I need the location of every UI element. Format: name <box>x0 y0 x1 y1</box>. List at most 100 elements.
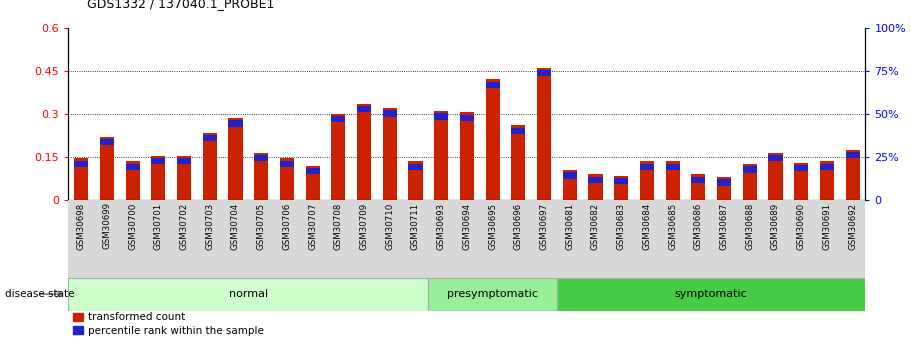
Bar <box>691 174 705 200</box>
Text: GDS1332 / 137040.1_PROBE1: GDS1332 / 137040.1_PROBE1 <box>87 0 274 10</box>
Bar <box>254 155 268 161</box>
Bar <box>640 164 654 170</box>
Bar <box>428 278 557 310</box>
Text: GSM30705: GSM30705 <box>257 203 266 250</box>
Text: disease state: disease state <box>5 289 74 299</box>
Text: GSM30702: GSM30702 <box>179 203 189 250</box>
Text: GSM30710: GSM30710 <box>385 203 394 250</box>
Bar <box>74 161 88 167</box>
Bar <box>460 112 474 200</box>
Bar <box>435 111 448 200</box>
Bar <box>589 174 602 200</box>
Bar <box>614 178 629 184</box>
Text: GSM30696: GSM30696 <box>514 203 523 249</box>
Text: GSM30703: GSM30703 <box>205 203 214 250</box>
Bar <box>557 278 865 310</box>
Bar <box>742 164 757 200</box>
Bar <box>383 110 397 117</box>
Bar <box>845 150 860 200</box>
Bar <box>589 177 602 183</box>
Bar <box>768 152 783 200</box>
Text: GSM30683: GSM30683 <box>617 203 626 250</box>
Bar <box>563 172 577 179</box>
Bar <box>357 104 371 200</box>
Text: GSM30685: GSM30685 <box>668 203 677 250</box>
Text: presymptomatic: presymptomatic <box>447 289 538 299</box>
Bar <box>177 156 191 200</box>
Text: GSM30682: GSM30682 <box>591 203 600 250</box>
Text: symptomatic: symptomatic <box>675 289 748 299</box>
Bar <box>408 164 423 170</box>
Bar <box>126 164 139 170</box>
Bar <box>717 177 732 200</box>
Text: GSM30707: GSM30707 <box>308 203 317 250</box>
Bar <box>280 161 294 167</box>
Legend: transformed count, percentile rank within the sample: transformed count, percentile rank withi… <box>69 308 268 340</box>
Bar <box>768 155 783 161</box>
Bar <box>537 70 551 77</box>
Bar <box>229 120 242 127</box>
Text: GSM30686: GSM30686 <box>694 203 702 250</box>
Text: GSM30698: GSM30698 <box>77 203 86 249</box>
Bar <box>486 79 499 200</box>
Text: GSM30701: GSM30701 <box>154 203 163 250</box>
Text: GSM30697: GSM30697 <box>539 203 548 249</box>
Bar <box>640 161 654 200</box>
Text: GSM30706: GSM30706 <box>282 203 292 250</box>
Bar <box>254 152 268 200</box>
Text: GSM30687: GSM30687 <box>720 203 729 250</box>
Bar <box>151 158 166 164</box>
Bar <box>666 161 680 200</box>
Bar <box>100 139 114 146</box>
Text: GSM30681: GSM30681 <box>565 203 574 250</box>
Bar <box>357 106 371 112</box>
Bar <box>229 118 242 200</box>
Text: GSM30694: GSM30694 <box>463 203 471 249</box>
Bar <box>794 163 808 200</box>
Bar <box>202 132 217 200</box>
Text: GSM30691: GSM30691 <box>823 203 832 249</box>
Bar <box>794 165 808 171</box>
Text: GSM30692: GSM30692 <box>848 203 857 249</box>
Text: GSM30695: GSM30695 <box>488 203 497 249</box>
Bar <box>151 156 166 200</box>
Bar <box>408 161 423 200</box>
Bar <box>460 115 474 121</box>
Bar <box>383 108 397 200</box>
Text: GSM30700: GSM30700 <box>128 203 138 250</box>
Text: GSM30684: GSM30684 <box>642 203 651 250</box>
Bar <box>614 176 629 200</box>
Text: GSM30688: GSM30688 <box>745 203 754 250</box>
Bar <box>305 166 320 200</box>
Text: GSM30689: GSM30689 <box>771 203 780 249</box>
Bar <box>511 125 526 200</box>
Bar <box>126 161 139 200</box>
Bar <box>280 158 294 200</box>
Bar <box>537 68 551 200</box>
Bar <box>666 164 680 170</box>
Bar <box>332 114 345 200</box>
Text: GSM30704: GSM30704 <box>231 203 240 250</box>
Bar <box>820 161 834 200</box>
Bar <box>74 158 88 200</box>
Bar <box>511 128 526 134</box>
Bar <box>435 113 448 120</box>
Text: GSM30690: GSM30690 <box>796 203 805 249</box>
Bar <box>691 177 705 183</box>
Bar <box>305 168 320 174</box>
Text: GSM30711: GSM30711 <box>411 203 420 250</box>
Bar <box>177 158 191 164</box>
Text: GSM30693: GSM30693 <box>436 203 445 249</box>
Bar <box>68 278 428 310</box>
Bar <box>100 137 114 200</box>
Text: normal: normal <box>229 289 268 299</box>
Bar <box>845 152 860 158</box>
Bar <box>486 82 499 88</box>
Bar <box>563 170 577 200</box>
Text: GSM30699: GSM30699 <box>102 203 111 249</box>
Text: GSM30708: GSM30708 <box>333 203 343 250</box>
Text: GSM30709: GSM30709 <box>360 203 369 249</box>
Bar <box>742 167 757 173</box>
Bar <box>202 135 217 141</box>
Bar <box>820 164 834 170</box>
